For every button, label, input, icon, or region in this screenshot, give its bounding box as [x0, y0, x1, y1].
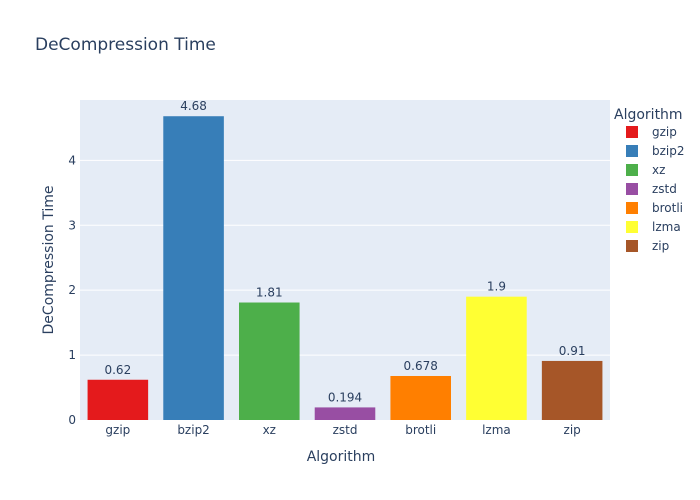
bar-lzma[interactable] [466, 296, 527, 420]
legend-title: Algorithm [614, 107, 683, 123]
bar-brotli[interactable] [390, 375, 451, 420]
y-axis-title: DeCompression Time [41, 186, 57, 335]
bar-zstd[interactable] [314, 407, 376, 420]
data-label-gzip: 0.62 [104, 363, 131, 377]
legend[interactable]: Algorithm gzip bzip2 xz zstd brotli lzma zip [614, 107, 685, 253]
legend-item-brotli[interactable]: brotli [626, 201, 683, 215]
y-axis-ticks: 0 1 2 3 4 [68, 153, 76, 427]
x-tick-label-zstd: zstd [333, 423, 358, 437]
y-tick-label: 2 [68, 283, 76, 297]
legend-item-gzip[interactable]: gzip [626, 125, 677, 139]
x-tick-label-bzip2: bzip2 [177, 423, 210, 437]
legend-swatch [626, 221, 638, 233]
data-labels: 0.62 4.68 1.81 0.194 0.678 1.9 0.91 [104, 99, 585, 404]
x-tick-label-gzip: gzip [105, 423, 130, 437]
plot-background [80, 100, 610, 420]
legend-item-bzip2[interactable]: bzip2 [626, 144, 685, 158]
legend-swatch [626, 202, 638, 214]
x-axis-title: Algorithm [307, 449, 376, 465]
legend-label: bzip2 [652, 144, 685, 158]
data-label-xz: 1.81 [256, 286, 283, 300]
legend-swatch [626, 164, 638, 176]
legend-label: lzma [652, 220, 681, 234]
bar-xz[interactable] [239, 302, 300, 420]
data-label-lzma: 1.9 [487, 280, 506, 294]
x-tick-label-lzma: lzma [482, 423, 511, 437]
data-label-bzip2: 4.68 [180, 99, 207, 113]
x-axis-ticks: gzip bzip2 xz zstd brotli lzma zip [105, 423, 580, 437]
legend-swatch [626, 183, 638, 195]
legend-label: gzip [652, 125, 677, 139]
bars [87, 116, 603, 421]
legend-item-lzma[interactable]: lzma [626, 220, 681, 234]
chart-title: DeCompression Time [35, 35, 216, 55]
legend-swatch [626, 240, 638, 252]
bar-zip[interactable] [541, 360, 603, 420]
x-tick-label-brotli: brotli [405, 423, 436, 437]
y-tick-label: 0 [68, 413, 76, 427]
data-label-zstd: 0.194 [328, 390, 362, 404]
legend-label: zip [652, 239, 669, 253]
data-label-brotli: 0.678 [404, 359, 438, 373]
y-tick-label: 1 [68, 348, 76, 362]
legend-item-xz[interactable]: xz [626, 163, 665, 177]
y-tick-label: 4 [68, 153, 76, 167]
legend-item-zip[interactable]: zip [626, 239, 669, 253]
legend-swatch [626, 126, 638, 138]
bar-bzip2[interactable] [163, 116, 224, 421]
legend-label: brotli [652, 201, 683, 215]
legend-swatch [626, 145, 638, 157]
legend-label: xz [652, 163, 665, 177]
y-tick-label: 3 [68, 218, 76, 232]
legend-item-zstd[interactable]: zstd [626, 182, 677, 196]
x-tick-label-xz: xz [263, 423, 276, 437]
data-label-zip: 0.91 [559, 344, 586, 358]
x-tick-label-zip: zip [564, 423, 581, 437]
bar-gzip[interactable] [87, 379, 149, 420]
legend-label: zstd [652, 182, 677, 196]
